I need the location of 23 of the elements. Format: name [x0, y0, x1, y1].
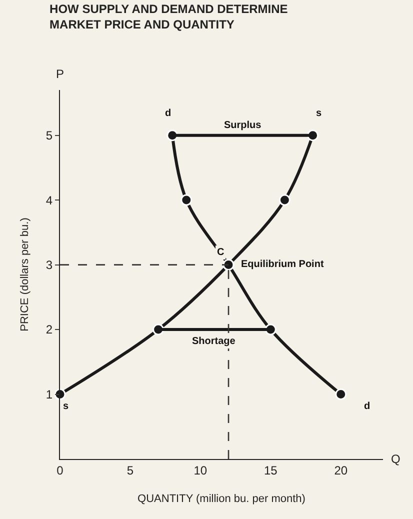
x-axis-title: QUANTITY (million bu. per month) [138, 493, 306, 506]
y-axis-title: PRICE (dollars per bu.) [18, 218, 31, 332]
annotation: Surplus [224, 120, 262, 131]
text: Q [391, 452, 400, 466]
x-tick-label: 20 [334, 464, 348, 478]
y-tick-label: 2 [46, 322, 53, 337]
chart-title: HOW SUPPLY AND DEMAND DETERMINE MARKET PRICE AND QUANTITY [50, 2, 288, 32]
annotation: Shortage [192, 336, 236, 347]
text: P [56, 67, 64, 81]
y-tick-label: 4 [46, 193, 53, 208]
annotation: s [316, 108, 322, 119]
y-tick-label: 3 [46, 258, 53, 272]
annotation: s [63, 401, 69, 412]
y-tick-label: 5 [46, 128, 53, 143]
annotation: d [364, 401, 370, 412]
y-tick-label: 1 [46, 387, 53, 402]
x-tick-label: 0 [56, 464, 64, 478]
x-tick-label: 15 [264, 464, 278, 478]
annotation: Equilibrium Point [241, 259, 324, 270]
annotation: C [217, 247, 224, 258]
x-tick-label: 5 [126, 464, 134, 478]
annotation: d [165, 108, 172, 119]
x-tick-label: 10 [194, 464, 208, 478]
